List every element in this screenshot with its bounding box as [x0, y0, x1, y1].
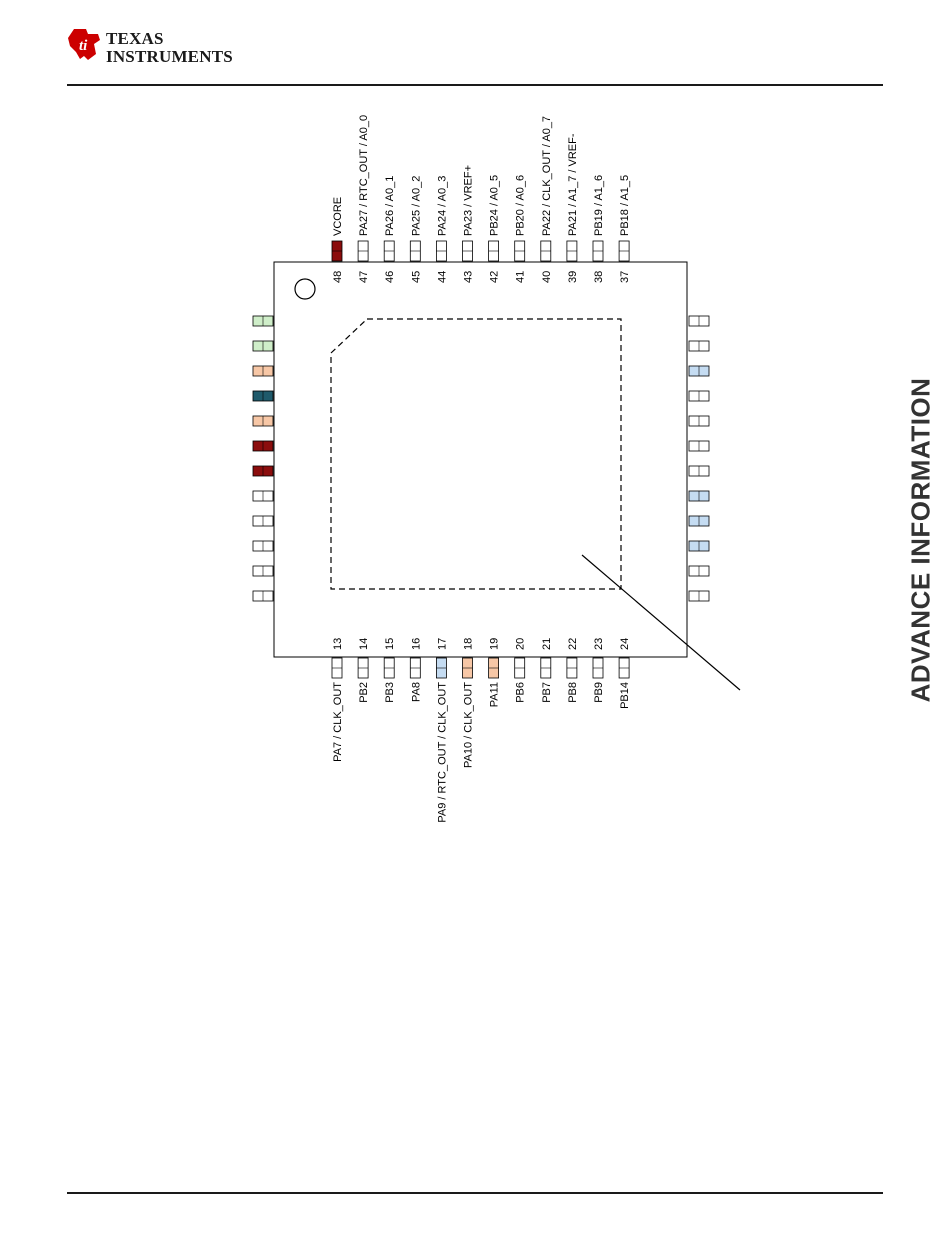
bottom-pin-name: PB14	[619, 682, 631, 709]
top-pin-number: 46	[384, 271, 396, 283]
top-pin-number: 45	[410, 271, 422, 283]
bottom-pin-number: 13	[332, 638, 344, 650]
thermal-pad-outline	[330, 318, 622, 590]
bottom-pin-number: 17	[436, 638, 448, 650]
top-pin-number: 48	[332, 271, 344, 283]
bottom-pin-name: PA7 / CLK_OUT	[332, 682, 344, 762]
bottom-pin-number: 20	[515, 638, 527, 650]
bottom-pin-number: 21	[541, 638, 553, 650]
bottom-pin-number: 22	[567, 638, 579, 650]
top-pin-number: 42	[489, 271, 501, 283]
top-pin-name: VCORE	[332, 197, 344, 236]
top-pin-number: 43	[463, 271, 475, 283]
pins-layer: 48 VCORE 47 PA27 / RTC_OUT / A0_0 46 PA26 / A…	[252, 115, 710, 823]
bottom-pin-name: PB2	[358, 682, 370, 703]
top-pin-name: PA25 / A0_2	[410, 176, 422, 236]
bottom-pin-name: PA8	[410, 682, 422, 702]
bottom-pin-name: PA10 / CLK_OUT	[463, 682, 475, 768]
bottom-pin-number: 16	[410, 638, 422, 650]
top-pin-number: 44	[436, 271, 448, 283]
bottom-pin-name: PA11	[489, 682, 501, 707]
thermal-pad-leader-line	[581, 554, 741, 691]
top-pin-number: 47	[358, 271, 370, 283]
top-pin-name: PA26 / A0_1	[384, 176, 396, 236]
top-pin-number: 39	[567, 271, 579, 283]
bottom-pin-name: PB7	[541, 682, 553, 703]
top-pin-name: PA21 / A1_7 / VREF-	[567, 133, 579, 236]
top-pin-name: PA24 / A0_3	[436, 176, 448, 236]
footer-rule	[67, 1192, 883, 1194]
bottom-pin-name: PA9 / RTC_OUT / CLK_OUT	[436, 682, 448, 823]
header-rule	[67, 84, 883, 86]
top-pin-name: PA22 / CLK_OUT / A0_7	[541, 116, 553, 236]
bottom-pin-number: 15	[384, 638, 396, 650]
bottom-pin-name: PB8	[567, 682, 579, 703]
top-pin-number: 40	[541, 271, 553, 283]
package-body	[273, 261, 688, 658]
bottom-pin-number: 23	[593, 638, 605, 650]
top-pin-name: PB20 / A0_6	[515, 175, 527, 236]
top-pin-name: PB18 / A1_5	[619, 175, 631, 236]
top-pin-name: PA27 / RTC_OUT / A0_0	[358, 115, 370, 236]
bottom-pin-number: 18	[463, 638, 475, 650]
bottom-pin-number: 24	[619, 638, 631, 650]
logo-line2: Instruments	[106, 47, 233, 66]
ti-logo: ti Texas Instruments	[66, 26, 246, 66]
bottom-pin-name: PB9	[593, 682, 605, 703]
top-pin-number: 38	[593, 271, 605, 283]
bottom-pin-name: PB3	[384, 682, 396, 703]
pin1-marker-icon	[294, 278, 316, 300]
svg-text:ti: ti	[79, 38, 88, 54]
logo-line1: Texas	[106, 29, 164, 48]
bottom-pin-number: 19	[489, 638, 501, 650]
top-pin-name: PB24 / A0_5	[489, 175, 501, 236]
top-pin-number: 41	[515, 271, 527, 283]
top-pin-number: 37	[619, 271, 631, 283]
bottom-pin-number: 14	[358, 638, 370, 650]
top-pin-name: PB19 / A1_6	[593, 175, 605, 236]
top-pin-name: PA23 / VREF+	[463, 165, 475, 236]
bottom-pin-name: PB6	[515, 682, 527, 703]
ti-logo-icon: ti	[68, 29, 100, 60]
